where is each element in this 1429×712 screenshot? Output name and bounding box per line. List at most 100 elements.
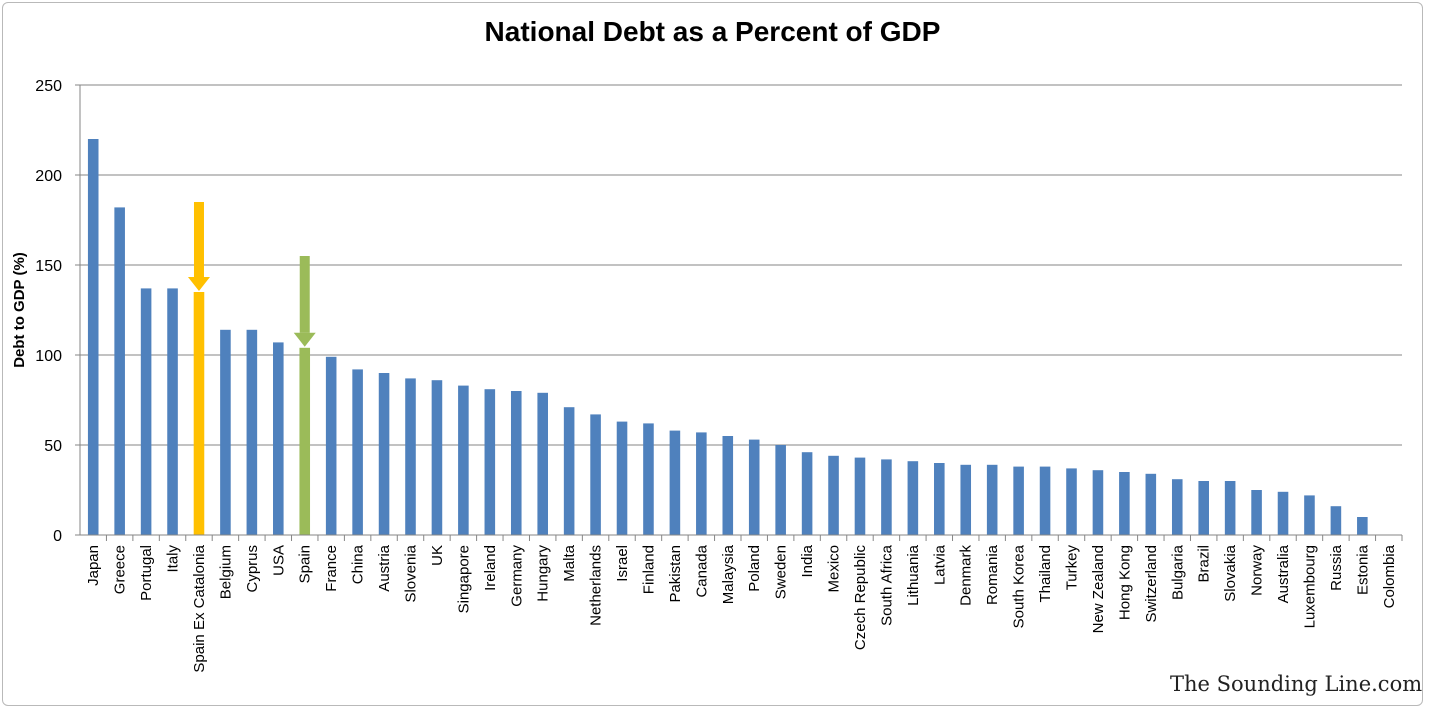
bar-south-africa [881, 459, 892, 535]
x-tick-label: UK [429, 545, 446, 566]
x-tick-label: Poland [746, 545, 763, 592]
x-tick-label: Greece [112, 545, 129, 594]
y-tick-label: 0 [53, 528, 62, 545]
bar-israel [616, 421, 628, 535]
y-tick-label: 50 [44, 438, 62, 455]
x-tick-label: Luxembourg [1301, 545, 1318, 628]
bar-slovenia [405, 378, 416, 535]
bar-hong-kong [1119, 472, 1130, 535]
x-tick-label: Austria [376, 544, 393, 591]
bar-netherlands [590, 414, 601, 535]
x-tick-label: Switzerland [1143, 545, 1160, 623]
x-tick-label: Mexico [826, 545, 843, 593]
x-tick-label: Spain [297, 545, 314, 583]
bar-poland [748, 439, 760, 535]
bar-singapore [458, 385, 469, 535]
x-tick-label: Spain Ex Catalonia [191, 544, 208, 672]
x-tick-label: USA [270, 545, 287, 576]
x-tick-label: Latvia [931, 544, 948, 585]
bar-malaysia [722, 436, 734, 535]
x-tick-label: Malaysia [720, 544, 737, 604]
bar-sweden [775, 445, 786, 535]
x-tick-label: Singapore [455, 545, 472, 613]
x-tick-label: India [799, 544, 816, 577]
x-tick-label: Australia [1275, 544, 1292, 603]
x-tick-label: Israel [614, 545, 631, 582]
bar-slovakia [1224, 481, 1236, 535]
x-tick-label: Portugal [138, 545, 155, 601]
x-tick-label: Netherlands [588, 545, 605, 626]
bar-pakistan [669, 430, 681, 535]
x-tick-label: Hungary [535, 545, 552, 602]
y-tick-label: 200 [35, 168, 62, 185]
x-tick-label: Germany [508, 545, 525, 607]
bar-belgium [220, 329, 231, 535]
y-axis-ticks: 0 50 100 150 200 250 [35, 78, 80, 545]
bar-turkey [1066, 468, 1077, 535]
bar-france [325, 356, 337, 535]
x-tick-label: France [323, 545, 340, 592]
bar-estonia [1357, 517, 1368, 535]
y-axis-label: Debt to GDP (%) [11, 252, 28, 368]
x-tick-label: Brazil [1196, 545, 1213, 583]
x-tick-label: Japan [85, 545, 102, 586]
x-tick-label: Bulgaria [1169, 544, 1186, 600]
bar-india [801, 452, 813, 535]
x-tick-label: Cyprus [244, 545, 261, 593]
watermark: The Sounding Line.com [1170, 672, 1423, 696]
x-tick-label: Romania [984, 544, 1001, 605]
x-tick-label: Turkey [1064, 545, 1081, 591]
bar-thailand [1039, 466, 1051, 535]
bar-ireland [484, 389, 496, 535]
bar-latvia [934, 463, 945, 535]
bar-canada [696, 432, 707, 535]
bar-mexico [828, 455, 839, 535]
x-tick-label: Hong Kong [1116, 545, 1133, 620]
bar-bulgaria [1171, 479, 1183, 535]
x-tick-label: Russia [1328, 544, 1345, 591]
x-tick-label: Norway [1249, 545, 1266, 596]
bar-portugal [140, 288, 152, 535]
bar-italy [167, 288, 178, 535]
x-tick-label: New Zealand [1090, 545, 1107, 633]
bar-spain-ex-catalonia [193, 292, 205, 535]
bars [87, 139, 1368, 535]
x-tick-label: China [350, 544, 367, 584]
bar-cyprus [246, 329, 258, 535]
x-tick-label: Denmark [958, 545, 975, 606]
y-tick-label: 250 [35, 78, 62, 95]
bar-denmark [960, 464, 972, 535]
bar-brazil [1198, 481, 1209, 535]
bar-greece [114, 207, 125, 535]
y-tick-label: 150 [35, 258, 62, 275]
bar-china [352, 369, 363, 535]
x-tick-label: Malta [561, 544, 578, 581]
bar-russia [1330, 506, 1342, 535]
bar-australia [1277, 491, 1289, 535]
x-tick-label: Canada [693, 544, 710, 597]
x-tick-label: Czech Republic [852, 545, 869, 651]
bar-south-korea [1013, 466, 1024, 535]
x-tick-label: Slovakia [1222, 544, 1239, 601]
bar-romania [986, 464, 998, 535]
bar-austria [378, 373, 390, 535]
bar-malta [563, 407, 575, 535]
x-tick-label: Pakistan [667, 545, 684, 603]
x-tick-label: Slovenia [403, 544, 420, 602]
chart-title: National Debt as a Percent of GDP [484, 16, 941, 47]
bar-luxembourg [1304, 495, 1315, 535]
x-tick-label: Thailand [1037, 545, 1054, 603]
bar-norway [1251, 490, 1262, 535]
x-axis-labels: Japan Greece Portugal Italy Spain Ex Catalon… [85, 535, 1403, 673]
bar-finland [643, 423, 654, 535]
x-tick-label: Finland [640, 545, 657, 594]
bar-germany [510, 391, 522, 535]
y-tick-label: 100 [35, 348, 62, 365]
bar-hungary [537, 392, 548, 535]
bar-lithuania [907, 461, 919, 535]
bar-new-zealand [1092, 470, 1104, 535]
bar-czech-republic [854, 457, 866, 535]
x-tick-label: Italy [165, 545, 182, 573]
